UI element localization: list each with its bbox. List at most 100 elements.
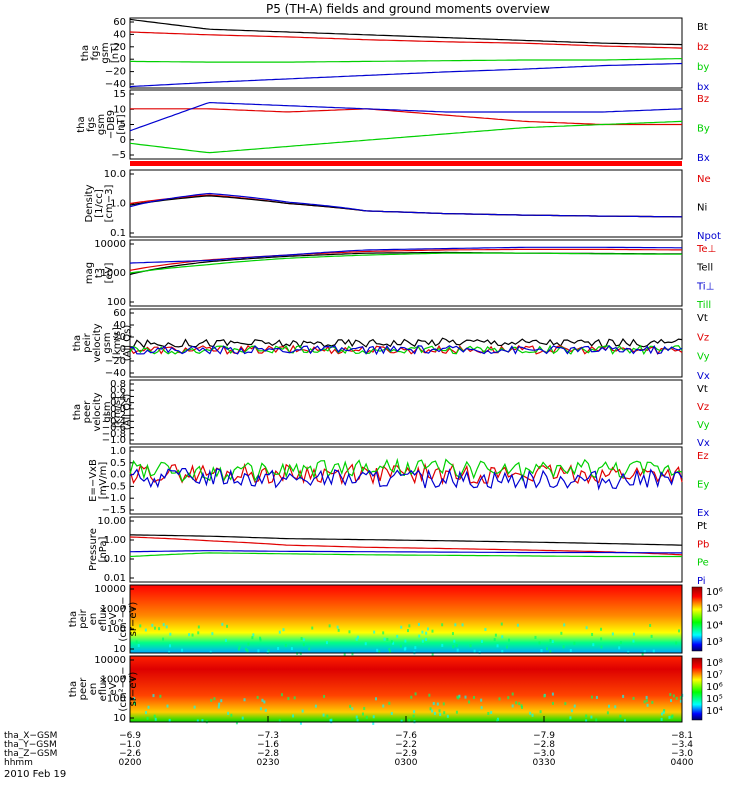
y-axis-label-line: tha <box>72 335 83 351</box>
heatmap-speckle <box>679 699 682 703</box>
heatmap-speckle <box>211 632 214 636</box>
heatmap-speckle <box>251 636 254 640</box>
heatmap-speckle <box>153 714 156 718</box>
heatmap-speckle <box>585 714 588 718</box>
ephemeris-value: −2.6 <box>119 749 141 759</box>
heatmap-speckle <box>243 698 246 702</box>
heatmap-speckle <box>197 631 200 635</box>
heatmap-speckle <box>224 638 227 642</box>
heatmap-speckle <box>293 696 296 700</box>
heatmap-speckle <box>531 713 534 717</box>
heatmap-speckle <box>302 643 305 647</box>
y-axis-label-line: tha <box>72 404 83 420</box>
y-axis-label-line: [cm−3] <box>104 185 115 223</box>
heatmap-speckle <box>678 629 681 633</box>
ephemeris-value: −1.6 <box>257 740 279 750</box>
heatmap-speckle <box>511 704 514 708</box>
y-tick-label: −1.5 <box>102 505 126 516</box>
heatmap-speckle <box>235 721 238 725</box>
y-axis-label: thapeirvelocitygsm[km/s](All Qs) <box>72 323 133 362</box>
heatmap-speckle <box>507 696 510 700</box>
series-line-By <box>129 120 683 154</box>
heatmap-speckle <box>627 650 630 654</box>
y-tick-label: 1000 <box>101 268 126 279</box>
legend-label: Ne <box>697 174 711 185</box>
heatmap-speckle <box>641 652 644 656</box>
heatmap-speckle <box>169 644 172 648</box>
heatmap-speckle <box>661 712 664 716</box>
y-tick-label: −0.5 <box>102 481 126 492</box>
y-axis-label-line: [nT] <box>110 43 121 63</box>
heatmap-speckle <box>355 715 358 719</box>
heatmap-speckle <box>158 627 161 631</box>
heatmap-speckle <box>201 719 204 723</box>
heatmap-speckle <box>431 709 434 713</box>
heatmap-speckle <box>551 701 554 705</box>
y-axis-label-line: [nPa] <box>98 536 109 562</box>
heatmap-speckle <box>439 712 442 716</box>
heatmap-speckle <box>263 700 266 704</box>
heatmap-speckle <box>133 701 136 705</box>
heatmap-speckle <box>590 695 593 699</box>
heatmap-speckle <box>508 638 511 642</box>
heatmap-speckle <box>266 650 269 654</box>
heatmap-speckle <box>151 623 154 627</box>
legend-label: Vx <box>697 438 710 449</box>
heatmap-speckle <box>585 719 588 723</box>
heatmap-speckle <box>197 625 200 629</box>
panel-4: 10000 1000 100 magt3[eV] Te⊥ Tell Ti⊥ Till <box>84 239 716 311</box>
heatmap-speckle <box>356 718 359 722</box>
ephemeris-label: tha_Y−GSM <box>4 740 57 750</box>
heatmap-speckle <box>278 719 281 723</box>
y-tick-label: −1.0 <box>102 493 126 504</box>
heatmap-speckle <box>570 709 573 713</box>
heatmap-speckle <box>404 646 407 650</box>
heatmap-speckle <box>480 698 483 702</box>
heatmap-speckle <box>188 633 191 637</box>
heatmap-speckle <box>564 702 567 706</box>
panel-frame <box>129 169 683 238</box>
y-tick-label: 0.01 <box>104 573 126 584</box>
y-tick-label: −0.6 <box>102 423 126 434</box>
heatmap-speckle <box>146 716 149 720</box>
heatmap-speckle <box>252 633 255 637</box>
heatmap-speckle <box>563 623 566 627</box>
heatmap-speckle <box>382 631 385 635</box>
heatmap-speckle <box>501 649 504 653</box>
heatmap-speckle <box>600 627 603 631</box>
heatmap-speckle <box>623 719 626 723</box>
y-axis-label-line: Density <box>84 184 95 222</box>
heatmap-speckle <box>632 632 635 636</box>
heatmap-speckle <box>413 710 416 714</box>
heatmap-speckle <box>400 719 403 723</box>
ephemeris-value: −2.8 <box>533 740 555 750</box>
heatmap-speckle <box>670 715 673 719</box>
y-axis-label-line: (All Qs) <box>122 394 133 431</box>
heatmap-speckle <box>451 632 454 636</box>
figure-title: P5 (TH-A) fields and ground moments over… <box>266 2 550 16</box>
heatmap-speckle <box>675 696 678 700</box>
series-line-Tell <box>129 251 682 276</box>
colorbar-tick-label: 10⁶ <box>706 587 723 598</box>
ephemeris-value: 0230 <box>257 758 280 768</box>
ephemeris-value: −1.0 <box>119 740 141 750</box>
heatmap-speckle <box>569 716 572 720</box>
y-axis-label: thafgsgsm−DB9[nT] <box>76 110 127 139</box>
y-tick-label: −0.2 <box>102 410 126 421</box>
legend-label: bz <box>697 42 709 53</box>
y-axis-label-line: [eV] <box>104 263 115 284</box>
legend-label: Ni <box>697 203 707 214</box>
y-tick-label: 10000 <box>94 584 126 595</box>
heatmap-speckle <box>619 641 622 645</box>
y-axis-label-line: eV <box>108 682 119 695</box>
heatmap-speckle <box>614 705 617 709</box>
heatmap-speckle <box>280 693 283 697</box>
ephemeris-value: −2.8 <box>257 749 279 759</box>
panel-frame <box>129 379 683 445</box>
heatmap-speckle <box>374 697 377 701</box>
heatmap-speckle <box>453 639 456 643</box>
panel-9: 10⁶ 10⁵ 10⁴ 10³ 10000 1000 100 10 thapeireneflux… <box>68 584 723 656</box>
legend-label: Ti⊥ <box>696 281 714 292</box>
y-tick-label: 10 <box>113 104 126 115</box>
